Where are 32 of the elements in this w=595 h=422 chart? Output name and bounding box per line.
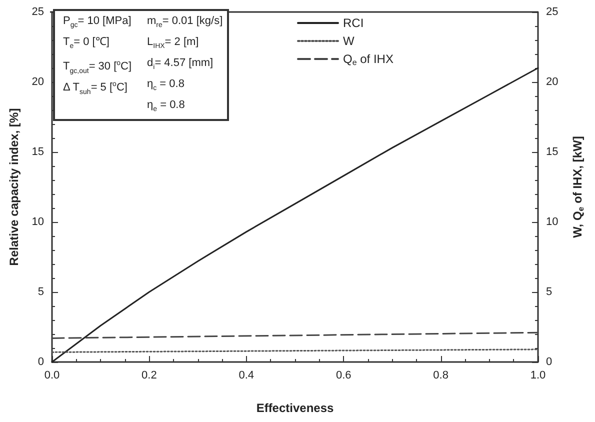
- y-tick-label: 25: [32, 6, 44, 18]
- y2-tick-label: 5: [546, 286, 552, 298]
- y2-tick-label: 0: [546, 356, 552, 368]
- annotation: d$_{i}$= 4.57 [mm]: [147, 56, 214, 74]
- y-tick-label: 0: [38, 356, 44, 368]
- x-tick-label: 0.2: [142, 370, 157, 382]
- annotation: η$_{e}$ = 0.8: [147, 98, 185, 116]
- annotation: η$_{c}$ = 0.8: [147, 77, 184, 94]
- y-tick-label: 10: [32, 216, 44, 228]
- annotation: L$_{IHX}$= 2 [m]: [147, 35, 199, 52]
- y-axis-title: Relative capacity index, [%]: [7, 108, 21, 266]
- x-tick-label: 0.8: [433, 370, 448, 382]
- y2-axis-title: W, Qe of IHX, [kW]: [570, 136, 586, 238]
- annotation: m$_{re}$= 0.01 [kg/s]: [147, 14, 223, 32]
- y2-tick-label: 25: [546, 6, 558, 18]
- y-tick-label: 15: [32, 146, 44, 158]
- legend-label: RCI: [343, 16, 364, 30]
- y2-tick-label: 10: [546, 216, 558, 228]
- annotation: T$_{gc,out}$= 30 [$^{o}$C]: [63, 59, 132, 77]
- x-tick-label: 0.4: [238, 370, 254, 382]
- y-tick-label: 20: [32, 76, 44, 88]
- x-axis-title: Effectiveness: [256, 401, 334, 415]
- annotation: Δ T$_{suh}$= 5 [$^{o}$C]: [63, 80, 128, 98]
- annotation: T$_{e}$= 0 [℃]: [63, 35, 110, 52]
- y-tick-label: 5: [38, 286, 44, 298]
- annotation: P$_{gc}$= 10 [MPa]: [63, 14, 132, 32]
- y2-tick-label: 15: [546, 146, 558, 158]
- legend-label: W: [343, 34, 355, 48]
- x-tick-label: 0.6: [336, 370, 352, 382]
- x-tick-label: 0.0: [44, 370, 60, 382]
- y2-tick-label: 20: [546, 76, 558, 88]
- x-tick-label: 1.0: [530, 370, 546, 382]
